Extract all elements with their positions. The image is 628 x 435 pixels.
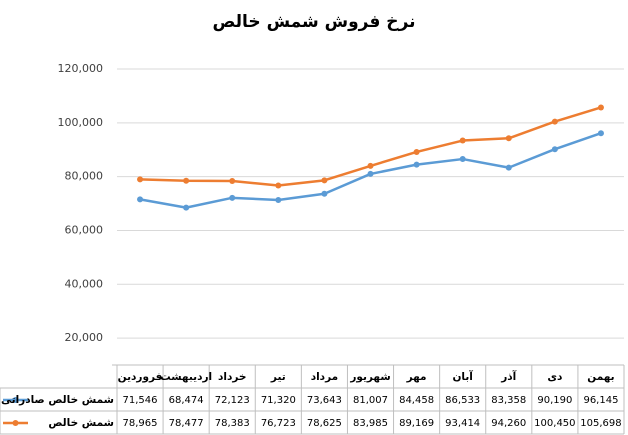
table-value: 83,358 [491, 395, 526, 406]
data-point [275, 182, 282, 189]
legend-marker [12, 397, 19, 403]
category-label: دی [547, 371, 563, 383]
data-point [413, 148, 420, 155]
table-value: 68,474 [169, 395, 204, 406]
table-value: 93,414 [445, 418, 480, 429]
data-point [229, 177, 236, 184]
data-point [597, 104, 604, 111]
data-point [137, 196, 144, 203]
y-tick-label: 100,000 [58, 116, 104, 129]
table-value: 71,320 [261, 395, 296, 406]
category-label: آذر [500, 370, 516, 383]
data-point [367, 170, 374, 177]
category-label: خرداد [218, 371, 246, 383]
category-label: اردیبهشت [160, 371, 212, 383]
table-value: 105,698 [580, 418, 621, 429]
y-tick-label: 40,000 [65, 277, 104, 290]
data-point [321, 177, 328, 184]
data-point [597, 130, 604, 137]
category-label: فروردین [118, 371, 163, 383]
y-tick-label: 20,000 [65, 331, 104, 344]
table-value: 86,533 [445, 395, 480, 406]
data-point [459, 156, 466, 163]
table-value: 83,985 [353, 418, 388, 429]
chart-title: نرخ فروش شمش خالص [212, 12, 415, 32]
data-point [551, 118, 558, 125]
data-point [459, 137, 466, 144]
y-tick-label: 120,000 [58, 62, 104, 75]
table-value: 81,007 [353, 395, 388, 406]
category-label: بهمن [587, 371, 614, 383]
table-value: 94,260 [491, 418, 526, 429]
table-value: 96,145 [583, 395, 618, 406]
table-value: 73,643 [307, 395, 342, 406]
category-label: تیر [270, 371, 286, 383]
data-point [183, 204, 190, 211]
data-point [229, 194, 236, 201]
category-label: شهریور [349, 371, 390, 383]
table-value: 100,450 [534, 418, 575, 429]
y-tick-label: 80,000 [65, 170, 104, 183]
table-value: 72,123 [215, 395, 250, 406]
table-value: 76,723 [261, 418, 296, 429]
data-point [367, 162, 374, 169]
data-point [275, 196, 282, 203]
table-value: 84,458 [399, 395, 434, 406]
data-point [183, 177, 190, 184]
table-value: 78,383 [215, 418, 250, 429]
table-value: 89,169 [399, 418, 434, 429]
category-label: آبان [452, 370, 473, 383]
table-value: 78,477 [169, 418, 204, 429]
data-point [321, 190, 328, 197]
data-point [505, 135, 512, 142]
data-point [137, 176, 144, 183]
category-label: مرداد [311, 371, 338, 383]
legend-marker [12, 420, 19, 426]
table-value: 78,965 [123, 418, 158, 429]
data-point [505, 164, 512, 171]
series-line [139, 132, 602, 209]
table-value: 78,625 [307, 418, 342, 429]
table-value: 71,546 [123, 395, 158, 406]
category-label: مهر [406, 371, 427, 383]
legend-label: شمش خالص [48, 417, 114, 429]
data-point [551, 146, 558, 153]
y-tick-label: 60,000 [65, 223, 104, 236]
data-point [413, 161, 420, 168]
table-value: 90,190 [537, 395, 572, 406]
legend-label: شمش خالص صادراتی [1, 394, 114, 406]
